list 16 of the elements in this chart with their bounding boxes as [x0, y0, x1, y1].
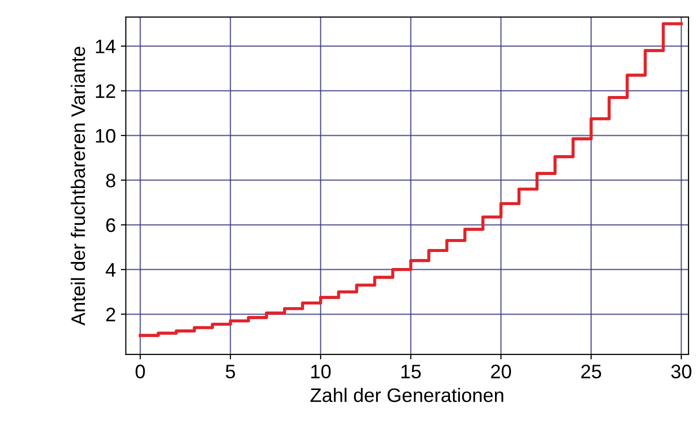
y-tick-label: 4 — [106, 263, 116, 277]
x-tick-label: 15 — [401, 364, 421, 378]
x-tick-label: 30 — [671, 364, 692, 378]
x-tick-label: 20 — [491, 364, 512, 378]
y-tick-label: 12 — [96, 84, 116, 98]
y-tick-label: 6 — [106, 218, 116, 232]
x-tick-label: 10 — [311, 364, 331, 378]
y-tick-label: 10 — [96, 128, 116, 143]
y-tick-label: 14 — [96, 40, 116, 54]
x-tick-label: 0 — [136, 364, 145, 378]
x-tick-label: 25 — [581, 364, 602, 378]
x-tick-label: 5 — [226, 364, 236, 378]
x-axis-title: Zahl der Generationen — [310, 388, 504, 402]
y-tick-label: 2 — [106, 308, 116, 322]
y-axis-title: Anteil der fruchtbareren Variante — [70, 46, 86, 326]
y-tick-label: 8 — [106, 174, 116, 188]
